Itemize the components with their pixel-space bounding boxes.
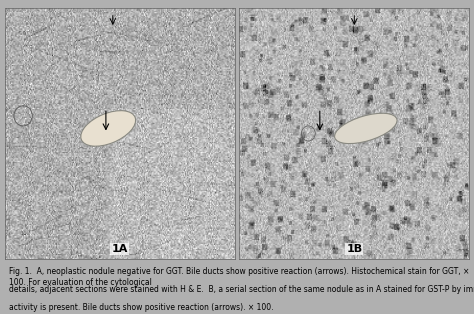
Text: activity is present. Bile ducts show positive reaction (arrows). × 100.: activity is present. Bile ducts show pos…	[9, 303, 274, 312]
Text: Fig. 1.  A, neoplastic nodule negative for GGT. Bile ducts show positive reactio: Fig. 1. A, neoplastic nodule negative fo…	[9, 267, 470, 287]
Ellipse shape	[81, 111, 136, 146]
Ellipse shape	[335, 113, 397, 143]
Text: 1B: 1B	[346, 244, 363, 254]
Text: details, adjacent sections were stained with H & E.  B, a serial section of the : details, adjacent sections were stained …	[9, 285, 474, 295]
Text: 1A: 1A	[111, 244, 128, 254]
